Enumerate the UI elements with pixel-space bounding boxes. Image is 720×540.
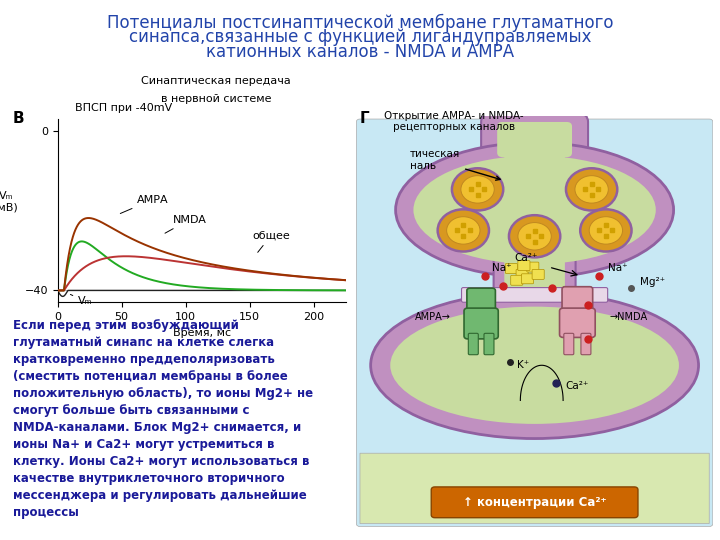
FancyBboxPatch shape (504, 145, 565, 219)
Text: Потенциалы постсинаптической мембране глутаматного: Потенциалы постсинаптической мембране гл… (107, 14, 613, 32)
FancyBboxPatch shape (481, 113, 588, 163)
Text: Синаптическая передача: Синаптическая передача (141, 76, 291, 86)
FancyBboxPatch shape (360, 453, 709, 524)
Text: →NMDA: →NMDA (609, 312, 647, 322)
Text: Mg²⁺: Mg²⁺ (640, 276, 665, 287)
Circle shape (446, 217, 480, 244)
Circle shape (580, 210, 631, 252)
X-axis label: Время, мс: Время, мс (173, 328, 230, 338)
Text: Если перед этим возбуждающий
глутаматный синапс на клетке слегка
кратковременно : Если перед этим возбуждающий глутаматный… (13, 319, 313, 518)
Ellipse shape (413, 156, 656, 264)
Circle shape (566, 168, 617, 211)
FancyBboxPatch shape (581, 333, 591, 355)
FancyBboxPatch shape (498, 122, 572, 157)
Text: ВПСП при -40mV: ВПСП при -40mV (75, 103, 172, 113)
Ellipse shape (371, 292, 698, 438)
FancyBboxPatch shape (431, 487, 638, 518)
FancyBboxPatch shape (521, 274, 534, 284)
Text: АМРА→: АМРА→ (415, 312, 451, 322)
Text: в нервной системе: в нервной системе (161, 94, 271, 104)
Text: Na⁺: Na⁺ (608, 264, 627, 273)
FancyBboxPatch shape (564, 333, 574, 355)
Text: общее: общее (252, 231, 290, 252)
Text: В: В (13, 111, 24, 126)
Text: Vₘ
(мВ): Vₘ (мВ) (0, 191, 18, 212)
Text: синапса,связанные с функцией лигандуправляемых: синапса,связанные с функцией лигандуправ… (129, 28, 591, 46)
FancyBboxPatch shape (510, 275, 523, 285)
FancyBboxPatch shape (532, 269, 544, 279)
FancyBboxPatch shape (468, 333, 478, 355)
Text: Ca²⁺: Ca²⁺ (514, 253, 537, 263)
FancyBboxPatch shape (559, 308, 595, 338)
Text: Vₘ: Vₘ (71, 294, 93, 306)
Text: тическая
наль: тическая наль (410, 149, 500, 180)
Text: K⁺: K⁺ (517, 360, 529, 370)
FancyBboxPatch shape (467, 288, 495, 312)
Circle shape (509, 215, 560, 258)
Text: ↑ концентрации Ca²⁺: ↑ концентрации Ca²⁺ (463, 496, 606, 509)
Ellipse shape (390, 307, 679, 424)
Text: АМРА: АМРА (120, 194, 168, 213)
Text: Na⁺: Na⁺ (492, 264, 511, 273)
FancyBboxPatch shape (505, 264, 518, 274)
FancyBboxPatch shape (516, 269, 528, 279)
Text: Ca²⁺: Ca²⁺ (565, 381, 588, 391)
Ellipse shape (395, 143, 674, 278)
FancyBboxPatch shape (356, 119, 713, 526)
FancyBboxPatch shape (518, 261, 530, 271)
Circle shape (452, 168, 503, 211)
Text: Открытие АМРА- и NMDA-
рецепторных каналов: Открытие АМРА- и NMDA- рецепторных канал… (384, 111, 523, 132)
FancyBboxPatch shape (484, 333, 494, 355)
Text: катионных каналов - NMDA и АМРА: катионных каналов - NMDA и АМРА (206, 43, 514, 60)
Circle shape (461, 176, 494, 203)
Circle shape (589, 217, 623, 244)
Text: NMDA: NMDA (165, 214, 207, 233)
Circle shape (575, 176, 608, 203)
Circle shape (438, 210, 489, 252)
FancyBboxPatch shape (462, 288, 608, 302)
FancyBboxPatch shape (464, 308, 498, 339)
Circle shape (518, 222, 552, 250)
FancyBboxPatch shape (527, 262, 539, 272)
FancyBboxPatch shape (504, 258, 565, 291)
FancyBboxPatch shape (562, 287, 593, 312)
FancyBboxPatch shape (488, 143, 581, 221)
Text: Г: Г (360, 111, 369, 126)
FancyBboxPatch shape (494, 252, 575, 293)
